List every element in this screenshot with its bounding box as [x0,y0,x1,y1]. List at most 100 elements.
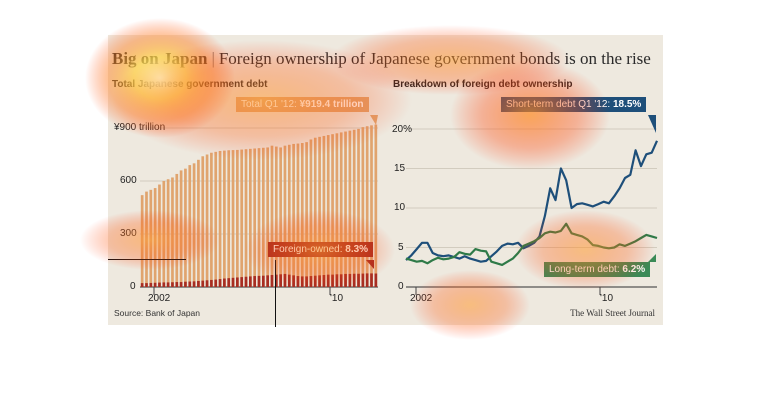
foreign-owned-bar [305,276,308,287]
crosshair-horizontal-line [108,259,186,260]
foreign-owned-bar [153,282,157,287]
foreign-owned-bar [335,274,339,287]
long-term-callout: Long-term debt: 6.2% [544,262,651,277]
total-debt-bar [331,134,334,287]
total-debt-bar [296,143,300,287]
total-debt-bar [261,147,265,287]
foreign-owned-bar [184,281,187,287]
total-debt-bar [145,191,148,287]
total-callout-label: Total Q1 '12: [241,99,297,110]
foreign-owned-bar [205,280,209,287]
total-debt-bar [188,165,192,287]
total-debt-bar [175,173,179,287]
total-debt-bar [322,135,326,287]
foreign-owned-bar [236,277,239,287]
total-debt-bar [244,149,248,287]
total-debt-bar [339,132,343,287]
total-debt-bar [197,159,200,287]
foreign-owned-bar [227,278,231,287]
foreign-owned-bar [279,274,282,287]
total-debt-bar [184,168,187,287]
total-callout: Total Q1 '12: ¥919.4 trillion [236,97,369,112]
foreign-owned-bar [292,275,295,287]
foreign-owned-bar [257,275,261,287]
foreign-owned-bar [370,273,373,287]
foreign-owned-bar [249,276,252,287]
total-debt-bar [374,124,378,288]
left-ytick-label-900: ¥900 trillion [114,122,166,133]
short-term-callout-pointer [648,115,656,133]
total-debt-bar [227,150,231,287]
total-debt-bar [201,156,205,287]
foreign-owned-bar [309,276,313,287]
crosshair-vertical-line [275,260,276,327]
total-callout-value: ¥919.4 trillion [299,99,364,110]
foreign-owned-bar [166,282,170,287]
foreign-owned-bar [210,279,213,287]
foreign-owned-bar [140,283,144,287]
foreign-owned-bar [192,281,196,287]
foreign-owned-bar [162,282,166,287]
total-debt-bar [287,144,291,287]
foreign-callout-value: 8.3% [345,244,369,255]
total-debt-bar [223,150,226,287]
right-ytick-label-0: 0 [398,281,404,292]
right-xtick-label-2002: 2002 [410,293,433,304]
total-debt-bar [361,127,365,287]
foreign-owned-bar [270,274,274,287]
publisher-credit: The Wall Street Journal [570,308,655,318]
right-ytick-label-10: 10 [394,202,406,213]
total-debt-bar [214,151,218,287]
left-xtick-label-10: '10 [330,293,344,304]
total-debt-bar [257,148,261,287]
foreign-owned-bar [326,274,330,287]
total-debt-bar [218,150,222,287]
total-debt-bar [270,145,274,287]
foreign-owned-bar [149,282,153,287]
foreign-owned-bar [300,276,304,287]
total-debt-bar [365,126,369,287]
total-debt-bar [370,125,373,287]
foreign-owned-bar [365,273,369,287]
source-note: Source: Bank of Japan [114,308,201,318]
foreign-owned-bar [339,274,343,287]
foreign-owned-bar [214,279,218,287]
total-debt-bar [309,139,313,287]
foreign-owned-bar [218,279,222,287]
foreign-owned-bar [296,276,300,287]
total-debt-bar [313,137,317,287]
total-debt-bar [292,143,295,287]
chart-svg [140,115,659,295]
short-term-callout: Short-term debt Q1 '12: 18.5% [501,97,647,112]
foreign-owned-bar [175,282,179,287]
total-debt-bar [192,163,196,287]
foreign-owned-bar [266,275,269,287]
long-term-callout-value: 6.2% [622,264,646,275]
foreign-owned-bar [331,274,334,287]
total-debt-bar [240,149,244,287]
left-ytick-label-600: 600 [120,175,137,186]
total-debt-bar [158,184,161,287]
foreign-callout-label: Foreign-owned: [273,244,343,255]
foreign-owned-bar [313,275,317,287]
foreign-owned-bar [318,275,321,287]
total-debt-bar [231,150,235,287]
total-debt-bar [335,133,339,287]
foreign-owned-bar [348,273,352,287]
foreign-owned-bar [261,275,265,287]
total-debt-bar [253,148,257,287]
total-debt-bar [283,145,287,287]
long-term-callout-pointer [648,254,656,262]
foreign-owned-bar [287,274,291,287]
total-debt-bar [153,188,157,287]
foreign-owned-bar [374,273,378,287]
foreign-owned-bar [253,276,257,287]
foreign-owned-bar [322,274,326,287]
total-debt-bar [149,189,153,287]
total-debt-bar [300,143,304,287]
foreign-owned-bar [188,281,192,287]
foreign-owned-bar [352,273,356,287]
foreign-owned-bar [223,278,226,287]
foreign-owned-bar [179,282,183,287]
foreign-owned-bar [231,277,235,287]
